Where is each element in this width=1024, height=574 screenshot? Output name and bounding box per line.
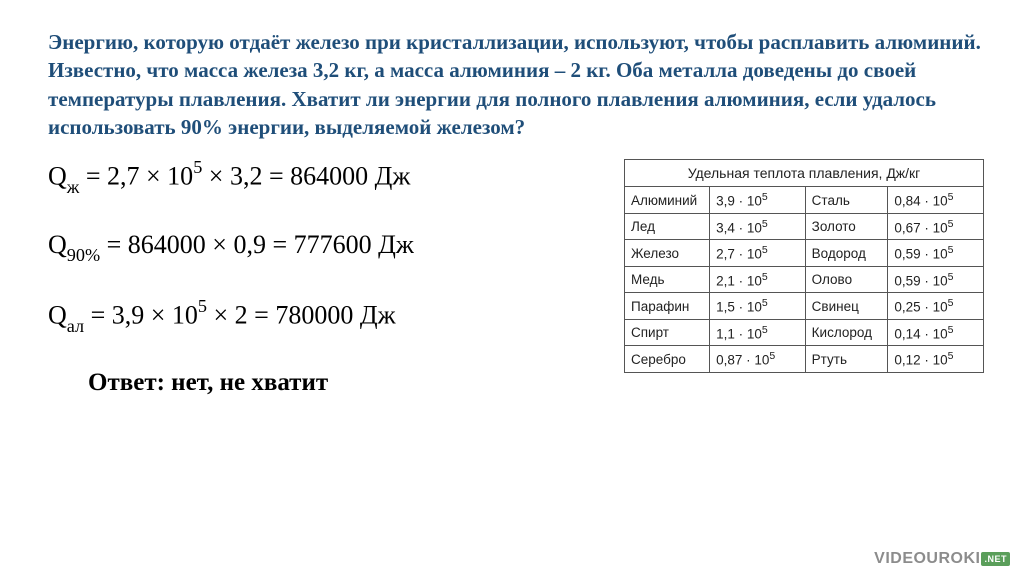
table-header: Удельная теплота плавления, Дж/кг <box>625 160 984 187</box>
answer-text: Ответ: нет, не хватит <box>88 369 604 397</box>
table-row: Спирт1,1 · 105Кислород0,14 · 105 <box>625 319 984 346</box>
table-row: Лед3,4 · 105Золото0,67 · 105 <box>625 213 984 240</box>
table-row: Медь2,1 · 105Олово0,59 · 105 <box>625 266 984 293</box>
table-row: Парафин1,5 · 105Свинец0,25 · 105 <box>625 293 984 320</box>
problem-title: Энергию, которую отдаёт железо при крист… <box>48 28 984 141</box>
table-row: Алюминий3,9 · 105Сталь0,84 · 105 <box>625 187 984 214</box>
table-row: Серебро0,87 · 105Ртуть0,12 · 105 <box>625 346 984 373</box>
watermark: VIDEOUROKI.NET <box>874 550 1010 568</box>
table-row: Железо2,7 · 105Водород0,59 · 105 <box>625 240 984 267</box>
equations-block: Qж = 2,7 × 105 × 3,2 = 864000 Дж Q90% = … <box>48 159 604 397</box>
heat-table: Удельная теплота плавления, Дж/кг Алюмин… <box>624 159 984 373</box>
equation-q-90pct: Q90% = 864000 × 0,9 = 777600 Дж <box>48 230 604 264</box>
equation-q-iron: Qж = 2,7 × 105 × 3,2 = 864000 Дж <box>48 159 604 196</box>
equation-q-aluminum: Qал = 3,9 × 105 × 2 = 780000 Дж <box>48 298 604 335</box>
